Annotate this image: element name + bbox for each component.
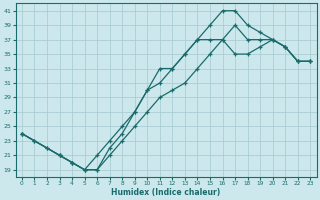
X-axis label: Humidex (Indice chaleur): Humidex (Indice chaleur)	[111, 188, 221, 197]
